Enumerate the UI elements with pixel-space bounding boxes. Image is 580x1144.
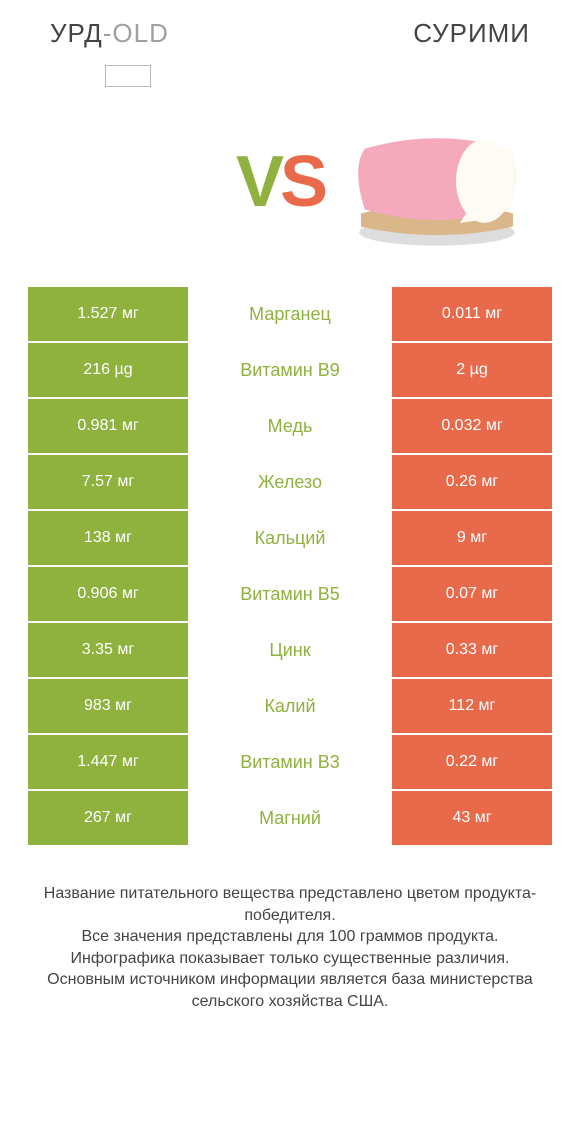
footer-line-3: Инфографика показывает только существенн… [26,948,554,970]
table-row: 1.447 мгВитамин B30.22 мг [28,735,552,791]
cell-right-value: 9 мг [392,511,552,565]
cell-nutrient-name: Кальций [188,511,392,565]
cell-left-value: 7.57 мг [28,455,188,509]
cell-nutrient-name: Витамин B5 [188,567,392,621]
table-row: 983 мгКалий112 мг [28,679,552,735]
table-row: 7.57 мгЖелезо0.26 мг [28,455,552,511]
table-row: 138 мгКальций9 мг [28,511,552,567]
vs-v: V [236,142,280,222]
footer-notes: Название питательного вещества представл… [0,847,580,1013]
product-left-name: УРД [50,18,103,48]
cell-left-value: 216 µg [28,343,188,397]
cell-left-value: 983 мг [28,679,188,733]
footer-line-2: Все значения представлены для 100 граммо… [26,926,554,948]
cell-nutrient-name: Магний [188,791,392,845]
cell-right-value: 43 мг [392,791,552,845]
cell-right-value: 0.33 мг [392,623,552,677]
vs-s: S [280,142,324,222]
table-row: 0.981 мгМедь0.032 мг [28,399,552,455]
cell-nutrient-name: Марганец [188,287,392,341]
cell-right-value: 0.26 мг [392,455,552,509]
vs-label: VS [236,146,324,218]
product-right-title: СУРИМИ [413,18,530,49]
table-row: 1.527 мгМарганец0.011 мг [28,287,552,343]
left-product-image [48,112,218,252]
product-left-suffix: -OLD [103,18,169,48]
header: УРД-OLD СУРИМИ [0,0,580,57]
cell-nutrient-name: Витамин B3 [188,735,392,789]
cell-right-value: 2 µg [392,343,552,397]
right-product-image [342,107,532,257]
table-row: 216 µgВитамин B92 µg [28,343,552,399]
cell-right-value: 112 мг [392,679,552,733]
left-product-image-placeholder [105,65,151,87]
table-row: 3.35 мгЦинк0.33 мг [28,623,552,679]
cell-right-value: 0.011 мг [392,287,552,341]
nutrient-table: 1.527 мгМарганец0.011 мг216 µgВитамин B9… [28,287,552,847]
cell-right-value: 0.22 мг [392,735,552,789]
cell-left-value: 267 мг [28,791,188,845]
surimi-icon [342,107,532,257]
cell-right-value: 0.032 мг [392,399,552,453]
cell-left-value: 3.35 мг [28,623,188,677]
footer-line-4: Основным источником информации является … [26,969,554,1012]
cell-nutrient-name: Витамин B9 [188,343,392,397]
cell-left-value: 1.447 мг [28,735,188,789]
cell-nutrient-name: Цинк [188,623,392,677]
cell-nutrient-name: Железо [188,455,392,509]
footer-line-1: Название питательного вещества представл… [26,883,554,926]
cell-nutrient-name: Калий [188,679,392,733]
hero: VS [0,87,580,287]
cell-right-value: 0.07 мг [392,567,552,621]
cell-left-value: 1.527 мг [28,287,188,341]
cell-left-value: 138 мг [28,511,188,565]
product-left-title: УРД-OLD [50,18,169,49]
cell-left-value: 0.906 мг [28,567,188,621]
table-row: 267 мгМагний43 мг [28,791,552,847]
cell-left-value: 0.981 мг [28,399,188,453]
cell-nutrient-name: Медь [188,399,392,453]
table-row: 0.906 мгВитамин B50.07 мг [28,567,552,623]
